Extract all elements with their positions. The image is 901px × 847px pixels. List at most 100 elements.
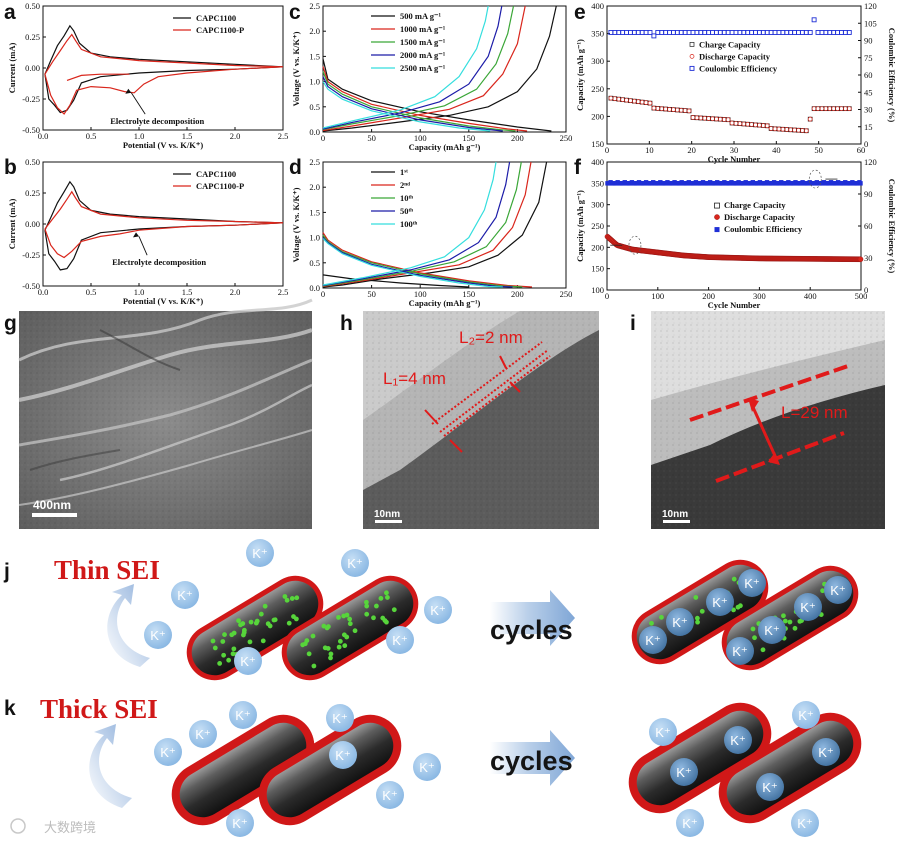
ce-point xyxy=(717,30,723,35)
discharge-point xyxy=(659,106,665,112)
x-axis-label: Capacity (mAh g⁻¹) xyxy=(409,142,481,152)
ce-point xyxy=(764,30,770,35)
y-tick-label: 0.00 xyxy=(25,63,40,73)
k-ion-label: K⁺ xyxy=(382,788,398,803)
discharge-point xyxy=(651,105,657,111)
k-dot xyxy=(210,638,216,644)
k-dot xyxy=(271,617,277,623)
x-axis-label: Potential (V vs. K/K⁺) xyxy=(123,140,204,150)
legend-entry: 2000 mA g⁻¹ xyxy=(400,50,446,60)
x-tick-label: 250 xyxy=(560,289,573,299)
ce-point xyxy=(835,30,841,35)
k-ion xyxy=(794,593,822,621)
thin-sei-title: Thin SEI xyxy=(54,555,160,585)
k-dot xyxy=(782,618,788,624)
discharge-point xyxy=(632,98,637,104)
rod-core xyxy=(191,580,319,676)
k-ion xyxy=(234,647,262,675)
discharge-curve xyxy=(322,81,491,132)
discharge-point xyxy=(682,108,688,113)
k-ion-label: K⁺ xyxy=(347,556,363,571)
k-ion-label: K⁺ xyxy=(764,623,780,638)
schematic-k: k Thick SEI K⁺K⁺K⁺K⁺K⁺K⁺K⁺K⁺ cycles K⁺K⁺… xyxy=(4,694,862,837)
ce-point xyxy=(663,30,669,35)
y-axis-label: Capacity (mAh g⁻¹) xyxy=(575,39,585,111)
chart-f: 0 100 200 300 400 500100150200250300350400Cyc… xyxy=(575,157,897,310)
k-dot xyxy=(347,621,353,627)
k-dot xyxy=(229,632,235,638)
circle-marker xyxy=(808,169,822,189)
k-dot xyxy=(294,595,300,601)
k-dot xyxy=(258,611,264,617)
discharge-point xyxy=(729,120,735,126)
y-tick-label: -0.50 xyxy=(22,281,40,291)
k-ion xyxy=(726,637,754,665)
k-dot xyxy=(781,613,786,619)
k-ion xyxy=(246,539,274,567)
k-dot xyxy=(230,651,236,657)
legend-swatch xyxy=(714,202,720,209)
ce-point xyxy=(842,30,848,35)
panel-label-h: h xyxy=(340,312,353,335)
k-ion xyxy=(413,753,441,781)
k-dot xyxy=(311,663,317,669)
discharge-point xyxy=(663,106,668,112)
k-dot xyxy=(212,645,218,651)
discharge-point xyxy=(608,95,614,101)
discharge-curve xyxy=(322,71,516,132)
k-ion xyxy=(386,626,414,654)
y-tick-label: 350 xyxy=(591,178,604,188)
k-dot xyxy=(284,597,290,603)
ce-point xyxy=(827,30,833,35)
k-dot xyxy=(221,652,227,658)
y-tick-label: 2.0 xyxy=(309,26,320,36)
x-tick-label: 2.5 xyxy=(278,131,289,141)
y-tick-label: 1.0 xyxy=(309,233,320,243)
x-tick-label: 50 xyxy=(814,145,823,155)
k-dot xyxy=(282,594,288,599)
y-tick-label: -0.25 xyxy=(22,94,40,104)
scale-bar-i: 10nm xyxy=(662,509,688,520)
discharge-point xyxy=(725,117,731,123)
k-ion xyxy=(812,738,840,766)
y-tick-label: 300 xyxy=(591,200,604,210)
annotation-arrow xyxy=(130,92,146,115)
discharge-point xyxy=(831,106,836,112)
charge-curve xyxy=(322,161,522,287)
discharge-point xyxy=(846,106,852,112)
panel-label-e: e xyxy=(574,1,586,24)
micrograph-g: 400nm g xyxy=(4,298,313,529)
k-dot xyxy=(384,595,390,600)
ce-point xyxy=(760,30,766,35)
k-ion-label: K⁺ xyxy=(818,745,834,760)
watermark-logo-icon xyxy=(10,818,26,834)
ce-point xyxy=(721,30,727,35)
y-tick-label: 0.25 xyxy=(25,32,40,42)
x-tick-label: 250 xyxy=(560,133,573,143)
k-ion-label: K⁺ xyxy=(800,600,816,615)
discharge-point xyxy=(612,96,618,102)
discharge-point xyxy=(839,106,844,112)
legend-entry: Discharge Capacity xyxy=(724,212,796,222)
k-ion-label: K⁺ xyxy=(830,583,846,598)
y-tick-label: 1.5 xyxy=(309,51,320,61)
x-tick-label: 10 xyxy=(645,145,654,155)
chart-d: 0 50 100 150 200 250 0.0 0.5 1.0 1.5 2.0 2.5 Capacit… xyxy=(291,157,572,308)
legend-entry: CAPC1100-P xyxy=(196,181,244,191)
discharge-point xyxy=(694,115,700,121)
y-tick-label: 200 xyxy=(591,242,604,252)
chart-a: 0.0 0.5 1.0 1.5 2.0 2.5 -0.50 -0.25 0.00 0.25 0.50… xyxy=(7,1,288,150)
discharge-point xyxy=(671,107,676,113)
charge-curve xyxy=(322,5,503,130)
y-tick-label: 300 xyxy=(591,56,604,66)
cycles-label-j: cycles xyxy=(490,615,573,645)
x-tick-label: 200 xyxy=(511,133,524,143)
panel-label-j: j xyxy=(3,560,10,583)
discharge-point xyxy=(647,100,653,106)
ce-point xyxy=(807,30,813,35)
legend-swatch xyxy=(689,42,695,47)
discharge-point xyxy=(737,121,743,126)
discharge-point xyxy=(753,122,758,128)
y2-tick-label: 120 xyxy=(864,1,877,11)
y-axis-label: Current (mA) xyxy=(7,43,17,94)
